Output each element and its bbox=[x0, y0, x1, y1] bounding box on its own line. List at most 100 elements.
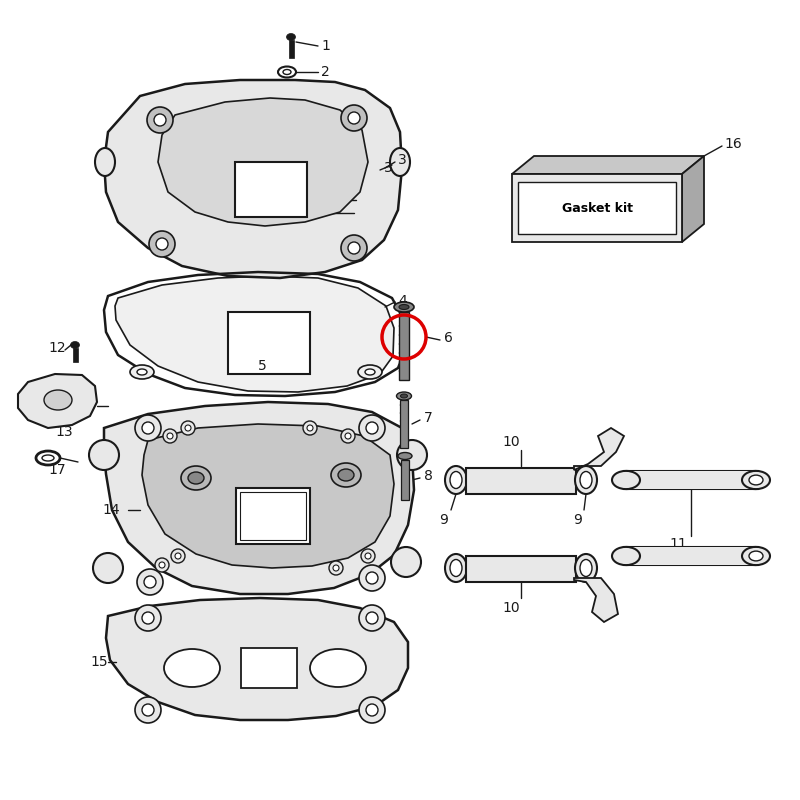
Ellipse shape bbox=[749, 551, 763, 561]
Circle shape bbox=[144, 576, 156, 588]
Text: 10: 10 bbox=[502, 435, 520, 449]
Polygon shape bbox=[466, 556, 576, 582]
Polygon shape bbox=[104, 80, 402, 278]
Circle shape bbox=[142, 612, 154, 624]
Ellipse shape bbox=[450, 471, 462, 489]
Circle shape bbox=[366, 704, 378, 716]
Circle shape bbox=[135, 605, 161, 631]
Circle shape bbox=[135, 697, 161, 723]
Ellipse shape bbox=[580, 559, 592, 577]
Bar bbox=[626, 547, 756, 565]
Ellipse shape bbox=[310, 649, 366, 687]
Bar bbox=[228, 312, 310, 374]
Circle shape bbox=[359, 415, 385, 441]
Text: 7: 7 bbox=[424, 411, 433, 425]
Polygon shape bbox=[142, 424, 394, 568]
Ellipse shape bbox=[749, 475, 763, 485]
Ellipse shape bbox=[188, 472, 204, 484]
Polygon shape bbox=[158, 98, 368, 226]
Text: 1: 1 bbox=[321, 39, 330, 53]
Circle shape bbox=[147, 107, 173, 133]
Text: 2: 2 bbox=[321, 65, 330, 79]
Ellipse shape bbox=[95, 148, 115, 176]
Ellipse shape bbox=[742, 471, 770, 489]
Circle shape bbox=[142, 422, 154, 434]
Ellipse shape bbox=[164, 649, 220, 687]
Ellipse shape bbox=[331, 463, 361, 487]
Ellipse shape bbox=[390, 148, 410, 176]
Text: Gasket kit: Gasket kit bbox=[562, 202, 633, 214]
Ellipse shape bbox=[394, 302, 414, 312]
Circle shape bbox=[341, 105, 367, 131]
Circle shape bbox=[361, 549, 375, 563]
Ellipse shape bbox=[130, 365, 154, 379]
Polygon shape bbox=[574, 428, 624, 470]
Circle shape bbox=[175, 553, 181, 559]
Text: 3: 3 bbox=[384, 161, 393, 175]
Circle shape bbox=[159, 562, 165, 568]
Text: 13: 13 bbox=[55, 425, 73, 439]
Circle shape bbox=[365, 553, 371, 559]
Circle shape bbox=[366, 422, 378, 434]
Circle shape bbox=[185, 425, 191, 431]
Polygon shape bbox=[115, 276, 394, 392]
Circle shape bbox=[135, 415, 161, 441]
Circle shape bbox=[359, 565, 385, 591]
Circle shape bbox=[397, 440, 427, 470]
Text: 5: 5 bbox=[258, 359, 266, 373]
Ellipse shape bbox=[365, 369, 375, 375]
Ellipse shape bbox=[278, 66, 296, 78]
Circle shape bbox=[333, 565, 339, 571]
Ellipse shape bbox=[401, 394, 407, 398]
Bar bbox=[512, 174, 682, 242]
Ellipse shape bbox=[612, 547, 640, 565]
Circle shape bbox=[155, 558, 169, 572]
Circle shape bbox=[391, 547, 421, 577]
Bar bbox=[236, 488, 310, 544]
Text: 15: 15 bbox=[90, 655, 108, 669]
Circle shape bbox=[366, 612, 378, 624]
Ellipse shape bbox=[575, 554, 597, 582]
Text: 9: 9 bbox=[574, 513, 582, 527]
Text: 11: 11 bbox=[669, 537, 687, 551]
Circle shape bbox=[137, 569, 163, 595]
Ellipse shape bbox=[612, 471, 640, 489]
Ellipse shape bbox=[137, 369, 147, 375]
Text: 8: 8 bbox=[424, 469, 433, 483]
Polygon shape bbox=[512, 156, 704, 174]
Ellipse shape bbox=[575, 466, 597, 494]
Text: 6: 6 bbox=[444, 331, 453, 345]
Text: 12: 12 bbox=[48, 341, 66, 355]
Ellipse shape bbox=[44, 390, 72, 410]
Text: 16: 16 bbox=[724, 137, 742, 151]
Text: 10: 10 bbox=[502, 601, 520, 615]
Ellipse shape bbox=[286, 34, 295, 41]
Bar bbox=[518, 182, 676, 234]
Ellipse shape bbox=[181, 466, 211, 490]
Ellipse shape bbox=[283, 70, 291, 74]
Bar bbox=[289, 40, 294, 58]
Circle shape bbox=[93, 553, 123, 583]
Circle shape bbox=[89, 440, 119, 470]
Ellipse shape bbox=[338, 469, 354, 481]
Text: 4: 4 bbox=[398, 294, 406, 308]
Circle shape bbox=[156, 238, 168, 250]
Circle shape bbox=[348, 112, 360, 124]
Circle shape bbox=[154, 114, 166, 126]
Circle shape bbox=[163, 429, 177, 443]
Ellipse shape bbox=[70, 342, 79, 349]
Circle shape bbox=[341, 235, 367, 261]
Ellipse shape bbox=[450, 559, 462, 577]
Circle shape bbox=[359, 605, 385, 631]
Polygon shape bbox=[18, 374, 97, 428]
Circle shape bbox=[329, 561, 343, 575]
Bar bbox=[73, 348, 78, 362]
Bar bbox=[400, 400, 408, 448]
Ellipse shape bbox=[398, 453, 412, 459]
Bar bbox=[626, 471, 756, 489]
Circle shape bbox=[303, 421, 317, 435]
Circle shape bbox=[348, 242, 360, 254]
Bar bbox=[401, 460, 409, 500]
Polygon shape bbox=[466, 468, 576, 494]
Ellipse shape bbox=[399, 305, 409, 310]
